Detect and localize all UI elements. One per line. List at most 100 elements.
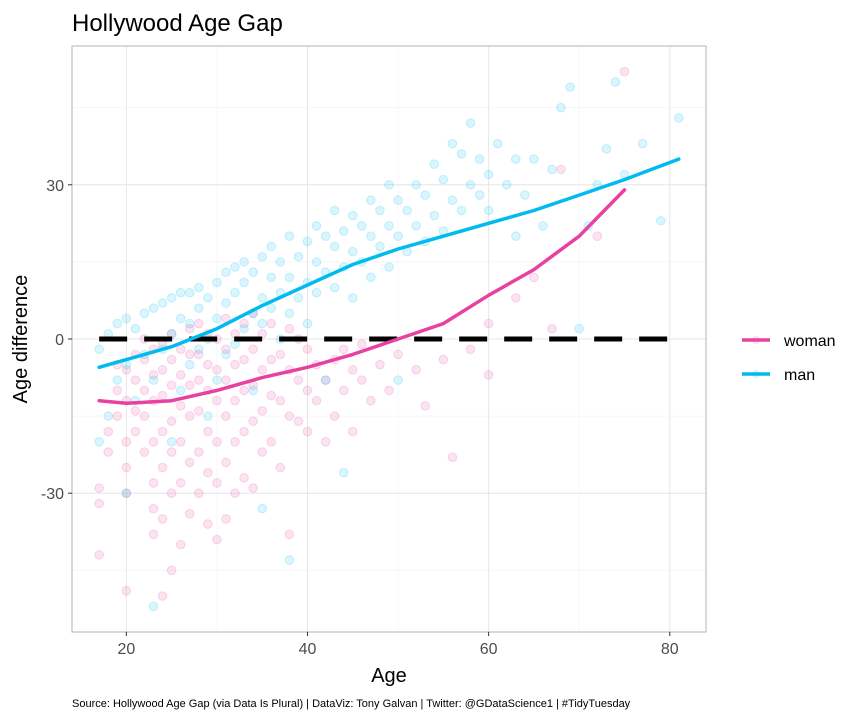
point-woman (393, 349, 403, 360)
point-woman (121, 365, 132, 375)
point-man (230, 287, 240, 298)
point-man (184, 318, 195, 329)
point-woman (556, 164, 566, 175)
point-woman (320, 375, 331, 385)
point-woman (547, 323, 557, 334)
point-man (320, 231, 331, 241)
point-woman (230, 395, 240, 406)
point-woman (411, 365, 421, 375)
point-man (393, 231, 403, 241)
point-man (474, 154, 485, 164)
smooth-line-man (97, 157, 681, 370)
point-woman (184, 457, 195, 468)
point-man (257, 318, 268, 329)
point-woman (311, 395, 322, 406)
point-woman (194, 318, 204, 329)
point-woman (166, 565, 177, 576)
point-man (655, 215, 666, 226)
point-woman (257, 365, 268, 375)
point-man (565, 82, 575, 92)
point-woman (239, 426, 249, 437)
point-man (311, 257, 322, 267)
point-man (474, 190, 485, 200)
point-man (175, 385, 186, 396)
point-woman (338, 344, 349, 355)
point-woman (338, 385, 349, 396)
point-woman (511, 293, 521, 303)
point-woman (275, 349, 286, 360)
point-man (338, 467, 349, 478)
point-man (194, 303, 204, 313)
point-woman (148, 437, 159, 447)
point-woman (139, 385, 150, 396)
point-woman (529, 272, 539, 283)
point-man (257, 251, 268, 262)
smooth-line-woman (97, 188, 627, 406)
point-man (212, 375, 222, 385)
point-man (302, 236, 313, 247)
point-woman (166, 380, 177, 391)
point-man (447, 195, 458, 206)
point-woman (302, 344, 313, 355)
point-woman (194, 349, 204, 360)
point-man (293, 293, 304, 303)
point-woman (130, 426, 141, 437)
y-tick-label: 0 (55, 332, 64, 349)
point-woman (619, 66, 630, 77)
point-man (384, 221, 394, 231)
point-woman (347, 365, 358, 375)
point-woman (592, 231, 603, 241)
point-man (320, 375, 331, 385)
point-woman (203, 467, 213, 478)
point-woman (194, 488, 204, 499)
point-woman (302, 426, 313, 437)
y-tick-label: 30 (46, 178, 64, 195)
point-man (284, 308, 295, 319)
point-woman (166, 488, 177, 499)
point-woman (221, 514, 231, 524)
point-man (302, 318, 313, 329)
point-man (366, 195, 376, 206)
point-man (411, 179, 421, 190)
point-woman (175, 401, 186, 411)
point-man (347, 246, 358, 257)
point-woman (239, 472, 249, 483)
point-woman (438, 354, 449, 365)
point-woman (184, 380, 195, 391)
point-man (538, 221, 548, 231)
grid (72, 46, 706, 632)
point-man (103, 411, 114, 421)
point-man (492, 138, 503, 149)
point-woman (166, 416, 177, 427)
point-man (465, 118, 476, 128)
point-man (375, 241, 385, 252)
point-man (203, 411, 213, 421)
point-man (338, 226, 349, 236)
point-woman (121, 586, 132, 596)
point-woman (465, 344, 476, 355)
point-woman (447, 452, 458, 463)
point-woman (239, 385, 249, 396)
point-man (329, 282, 340, 293)
point-man (483, 205, 494, 216)
point-woman (112, 385, 123, 396)
point-woman (121, 462, 132, 473)
x-tick-label: 60 (480, 641, 498, 658)
point-woman (284, 529, 295, 540)
point-man (411, 221, 421, 231)
point-man (366, 231, 376, 241)
point-man (501, 179, 512, 190)
point-man (574, 323, 585, 334)
point-man (130, 323, 141, 334)
point-woman (275, 395, 286, 406)
point-woman (293, 375, 304, 385)
point-man (121, 313, 132, 324)
point-woman (302, 385, 313, 396)
point-man (375, 205, 385, 216)
legend-label-man: man (784, 367, 815, 384)
point-man (529, 154, 539, 164)
point-woman (157, 390, 168, 401)
x-axis-ticks: 20 40 60 80 (117, 632, 679, 658)
point-man (637, 138, 648, 149)
point-woman (221, 375, 231, 385)
